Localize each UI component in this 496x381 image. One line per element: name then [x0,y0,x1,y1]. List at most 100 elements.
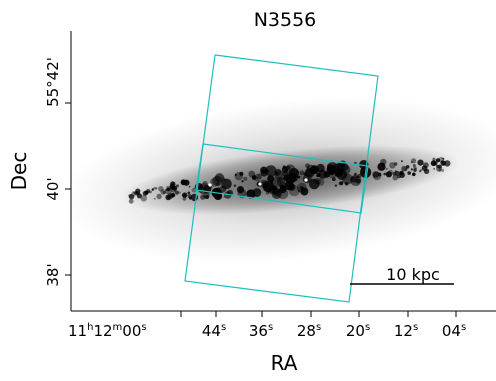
galaxy-knot [128,194,135,200]
galaxy-knot [265,165,277,177]
galaxy-knot [350,176,358,183]
galaxy-knot [260,166,268,174]
galaxy-knot [423,162,429,169]
footprint-strip [195,143,369,214]
galaxy-knot [239,171,244,176]
galaxy-knot [153,186,156,190]
galaxy-knot [316,178,325,186]
galaxy-knot [440,161,443,164]
x-tick-label-44: 44s [202,322,226,340]
galaxy-knot [243,176,248,181]
galaxy-knot [140,195,148,202]
x-tick-text-6: 04s [80,286,107,304]
galaxy-knot [372,171,380,178]
galaxy-knot [256,177,259,179]
galaxy-knot [151,188,154,192]
galaxy-knot [188,185,191,188]
galaxy-knot [433,167,436,170]
star-core [304,178,308,182]
galaxy-knot [442,157,445,160]
galaxy-knot [432,157,436,161]
galaxy-knot [274,169,284,180]
galaxy-knot [199,184,204,188]
galaxy-knot [165,194,171,201]
galaxy-knot [430,160,437,166]
galaxy-knot [205,195,209,199]
galaxy-knot [191,187,197,193]
star-core [208,183,212,187]
galaxy-knot [273,188,282,197]
galaxy-knot [394,162,398,166]
galaxy-knot [380,158,387,166]
galaxy-knot [288,185,300,197]
galaxy-knot [419,169,423,172]
galaxy-knot [158,186,164,192]
x-tick-label-20: 20s [346,322,370,340]
galaxy-knot [178,191,181,194]
x-axis-title: RA [271,351,298,375]
x-tick-label-12: 12s [394,322,418,340]
plot-title: N3556 [254,9,317,31]
galaxy-knot [436,158,440,163]
galaxy-knot [412,163,416,167]
y-tick-label-42: 55°42' [44,57,62,107]
galaxy-knot [339,160,347,167]
galaxy-knot [401,165,407,172]
galaxy-knot [288,167,300,179]
galaxy-knot [417,159,424,166]
galaxy-knot [385,167,388,170]
galaxy-knot [251,175,257,180]
galaxy-knot [174,190,179,195]
footprint-large [184,54,379,303]
galaxy-knot [413,165,417,169]
galaxy-knot [166,187,171,192]
galaxy-knot [212,175,223,186]
galaxy-knot [261,181,266,186]
galaxy-knot [276,177,285,187]
galaxy-knot [202,181,208,187]
galaxy-knot [265,191,269,195]
galaxy-knot [166,185,170,190]
scalebar-label: 10 kpc [386,265,440,284]
galaxy-knot [262,182,272,192]
galaxy-knot [223,196,226,199]
galaxy-knot [270,182,273,185]
galaxy-knot [410,161,413,164]
galaxy-knot [154,187,158,190]
galaxy-knot [271,188,282,199]
galaxy-knot [399,172,405,178]
galaxy-knot [182,196,187,201]
galaxy-knot [401,160,403,163]
galaxy-knot [338,181,343,186]
galaxy-knot [176,184,179,188]
galaxy-knot [187,191,191,195]
galaxy-knot [441,169,445,172]
galaxy-knot [310,165,319,175]
galaxy-knot [334,184,338,187]
galaxy-knot [275,172,279,177]
x-tick-label-36: 36s [249,322,273,340]
galaxy-knot [407,171,412,175]
galaxy-knot [281,166,289,173]
galaxy-knot [267,175,275,183]
galaxy-knot [200,194,206,200]
star-core [258,182,262,186]
galaxy-knot [253,173,262,182]
galaxy-knot [385,171,392,178]
galaxy-knot [133,191,136,194]
galaxy-knot [308,178,320,190]
galaxy-knot [279,185,287,194]
galaxy-knot [162,190,167,195]
galaxy-image [71,96,496,264]
galaxy-knot [383,172,387,176]
galaxy-knot [395,170,397,173]
galaxy-knot [156,193,162,200]
galaxy-knot [438,168,442,172]
y-tick-label-40: 40' [44,177,62,200]
galaxy-knot [180,179,187,186]
galaxy-knot [411,158,417,164]
galaxy-knot [182,192,188,198]
galaxy-knot [128,198,134,204]
galaxy-knot [443,163,445,165]
